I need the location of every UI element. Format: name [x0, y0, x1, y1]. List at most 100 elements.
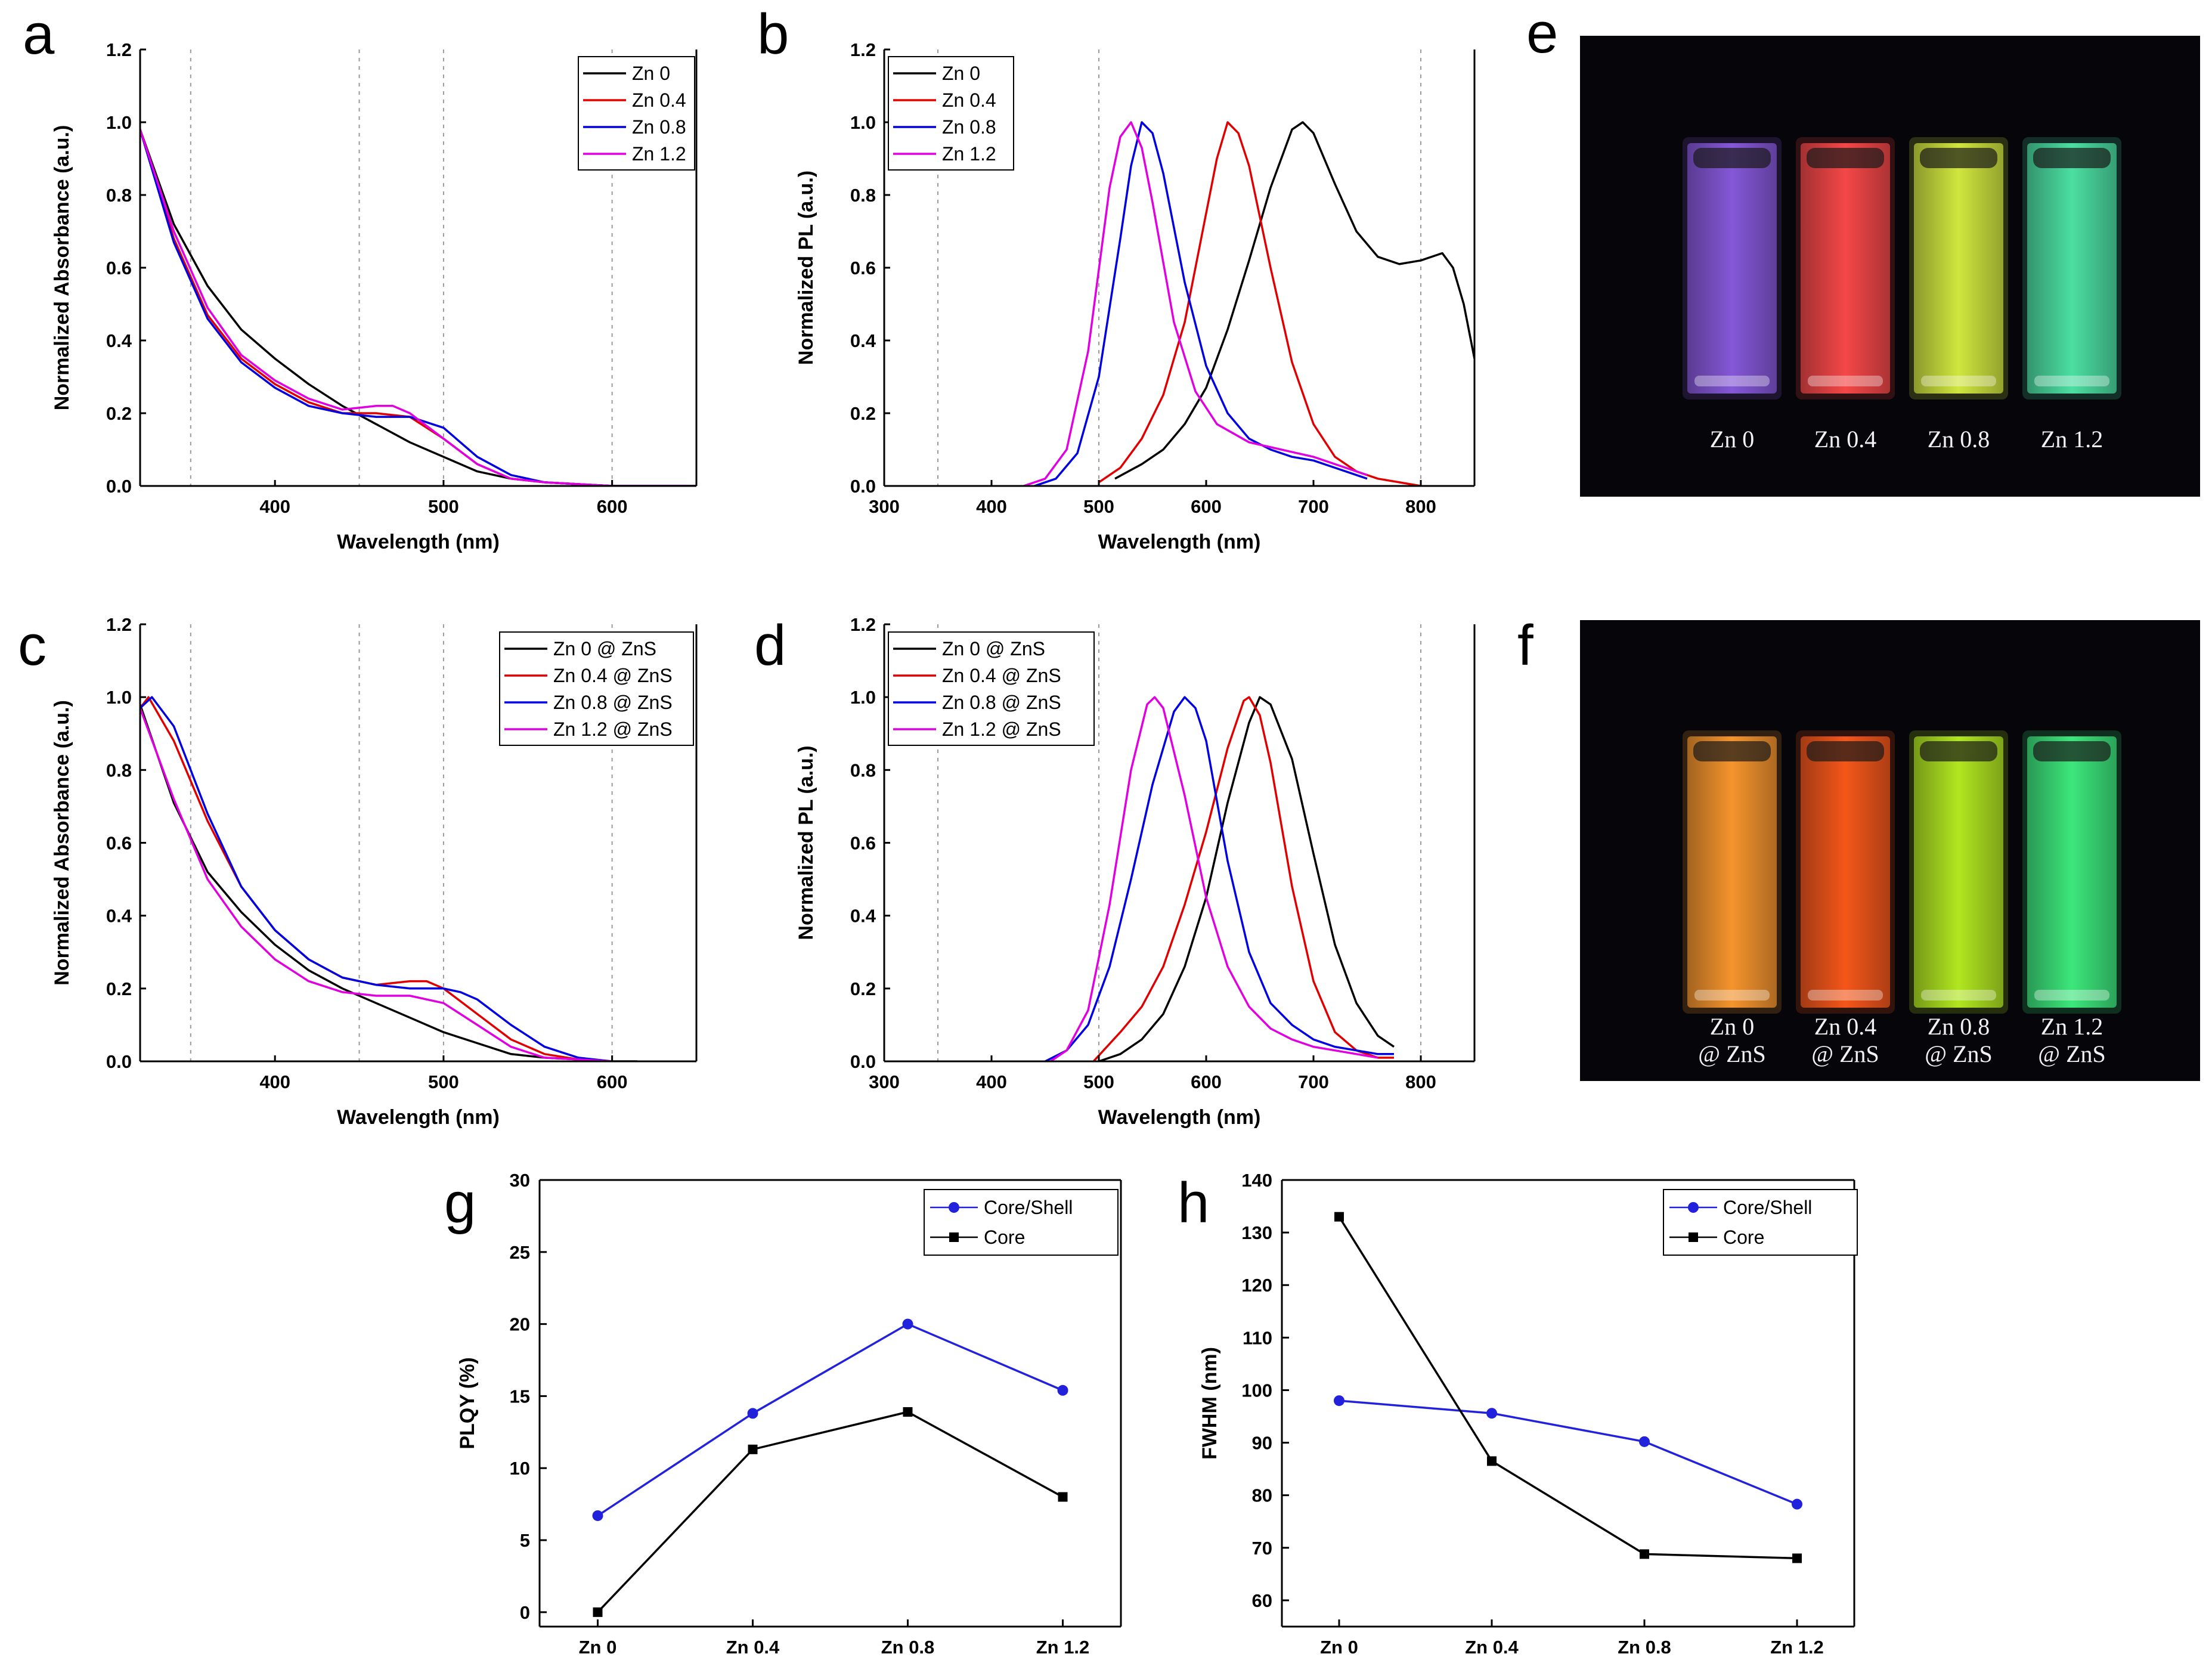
marker-core — [748, 1444, 758, 1454]
vial-body — [1687, 736, 1777, 1008]
legend-box — [888, 56, 1014, 171]
y-tick-label: 1.0 — [106, 687, 132, 708]
panel-letter: f — [1517, 614, 1533, 677]
y-tick-label: 0.4 — [850, 906, 876, 927]
vial-bottom — [1694, 376, 1770, 386]
vial-bottom — [1808, 376, 1883, 386]
series-group — [140, 129, 696, 486]
series-line-zn-0-8 — [1034, 121, 1368, 486]
x-tick-label: 800 — [1405, 496, 1436, 517]
x-tick-label: 600 — [597, 1071, 628, 1092]
legend: Zn 0 Zn 0.4 Zn 0.8 Zn 1.2 — [888, 56, 1014, 171]
y-tick-label: 110 — [1243, 1327, 1272, 1348]
panel-letter: e — [1526, 1, 1558, 65]
vial-opening — [1807, 148, 1884, 168]
legend-label: Zn 1.2 @ ZnS — [553, 718, 673, 740]
marker-core — [1058, 1492, 1068, 1502]
series-line-zn-1-2 — [1023, 121, 1368, 486]
x-tick-label: 400 — [976, 496, 1007, 517]
legend-box — [924, 1189, 1119, 1256]
x-axis-label: Wavelength (nm) — [1098, 1106, 1261, 1129]
panel-letter: a — [23, 2, 55, 66]
panel-letter: d — [754, 614, 786, 677]
y-tick-label: 0.2 — [106, 978, 132, 999]
marker-core — [1334, 1212, 1344, 1222]
marker-core — [1792, 1553, 1802, 1563]
y-tick-label: 0.0 — [106, 476, 132, 497]
vial-bottom — [1921, 376, 1996, 386]
vial-label: Zn 0 — [1710, 426, 1754, 453]
legend-label: Zn 0.4 — [632, 89, 686, 111]
marker-core — [593, 1607, 603, 1617]
vial-opening — [1807, 741, 1884, 761]
legend-label: Zn 1.2 — [942, 143, 996, 165]
y-axis-label: Normalized Absorbance (a.u.) — [51, 125, 73, 411]
legend: Core/Shell Core — [924, 1189, 1119, 1256]
x-tick-label: 700 — [1298, 496, 1329, 517]
marker-core-shell — [747, 1408, 758, 1419]
y-tick-label: 0.0 — [850, 476, 876, 497]
x-tick-label: 500 — [428, 1071, 459, 1092]
vial-bottom — [2034, 990, 2109, 1001]
panel-c: c 400 500 600 0.0 0.2 0.4 0.6 0.8 1.0 1.2 Wavelengt… — [18, 614, 698, 1129]
series-line-zn-0-8-zns — [1045, 696, 1394, 1061]
x-tick-label: Zn 0 — [1320, 1637, 1358, 1657]
series-line-zn-0 — [1114, 121, 1474, 480]
legend-label: Core/Shell — [1723, 1197, 1812, 1218]
x-tick-label: 500 — [1083, 1071, 1114, 1092]
y-tick-label: 80 — [1252, 1485, 1272, 1506]
y-tick-label: 0.8 — [106, 760, 132, 781]
series-line-core-shell — [1339, 1399, 1798, 1506]
series-group — [1045, 696, 1395, 1061]
legend-label: Zn 0 @ ZnS — [553, 638, 656, 659]
panel-d: d 300 400 500 600 700 800 0.0 0.2 0.4 0.6 0.8 1.0 1.2… — [754, 614, 1476, 1129]
y-tick-label: 0.0 — [850, 1051, 876, 1072]
series-line-zn-0-8-zns — [140, 696, 612, 1061]
marker-core-shell — [1486, 1408, 1497, 1419]
x-tick-label: 800 — [1405, 1071, 1436, 1092]
x-tick-label: 500 — [428, 496, 459, 517]
panel-letter: b — [757, 2, 789, 66]
vial-body — [2027, 143, 2117, 394]
marker-core-shell — [1792, 1498, 1802, 1510]
vial-bottom — [1921, 990, 1996, 1001]
legend: Zn 0 Zn 0.4 Zn 0.8 Zn 1.2 — [578, 56, 695, 171]
y-tick-label: 0.4 — [106, 330, 132, 351]
x-tick-label: 400 — [976, 1071, 1007, 1092]
x-tick-label: 600 — [597, 496, 628, 517]
vial-opening — [1920, 148, 1997, 168]
panel-h: h Zn 0 Zn 0.4 Zn 0.8 Zn 1.2 60 70 80 90 100 110 120… — [1178, 1170, 1858, 1657]
y-tick-label: 5 — [520, 1530, 530, 1551]
marker-core-shell — [1057, 1385, 1068, 1396]
legend-marker — [1688, 1202, 1699, 1213]
panel-a: a 400 500 600 0.0 0.2 0.4 0.6 0.8 1.0 1.2 Wavelengt… — [23, 2, 698, 553]
vial-body — [1687, 143, 1777, 394]
series-line-core — [1338, 1216, 1798, 1560]
y-tick-label: 60 — [1252, 1590, 1272, 1611]
vial-opening — [2033, 148, 2111, 168]
y-tick-label: 0.2 — [106, 403, 132, 424]
vial — [1909, 730, 2008, 1014]
series-line-zn-0-zns — [1098, 696, 1395, 1061]
legend-marker — [949, 1202, 959, 1213]
y-tick-label: 0.4 — [850, 330, 876, 351]
legend-box — [499, 631, 694, 746]
x-tick-label: Zn 0.4 — [726, 1637, 780, 1657]
y-tick-label: 1.2 — [106, 39, 132, 60]
y-tick-label: 0.6 — [106, 258, 132, 278]
x-tick-label: Zn 0.8 — [1618, 1637, 1671, 1657]
x-tick-label: 300 — [869, 1071, 900, 1092]
y-tick-label: 0.2 — [850, 978, 876, 999]
legend-box — [578, 56, 695, 171]
vial-label: Zn 0 — [1710, 1013, 1754, 1040]
y-tick-label: 1.0 — [850, 112, 876, 133]
marker-core-shell — [1334, 1395, 1344, 1407]
y-tick-label: 0 — [520, 1602, 530, 1623]
series-group — [1023, 121, 1474, 486]
vial-body — [1801, 143, 1890, 394]
y-tick-label: 0.6 — [850, 833, 876, 854]
vial-label: Zn 0.4 — [1814, 426, 1876, 453]
y-tick-label: 30 — [510, 1170, 530, 1191]
y-tick-label: 0.0 — [106, 1051, 132, 1072]
legend: Core/Shell Core — [1663, 1189, 1858, 1256]
